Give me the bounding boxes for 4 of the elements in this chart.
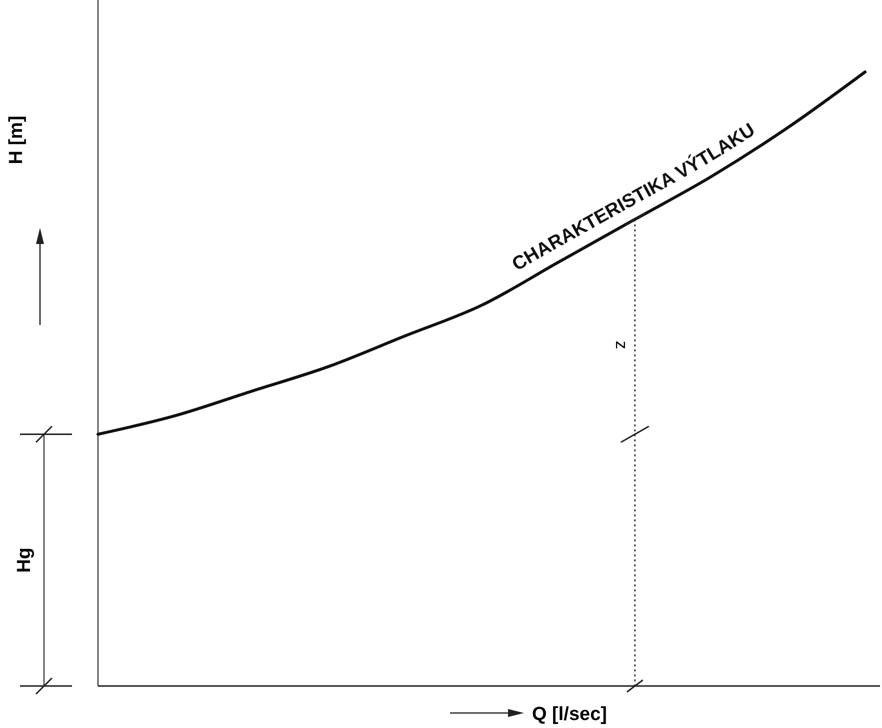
x-axis-title: Q [l/sec] — [532, 704, 607, 725]
text: Hg — [14, 547, 35, 573]
y-axis-title: H [m] — [6, 116, 27, 164]
annotation: z — [612, 340, 631, 350]
